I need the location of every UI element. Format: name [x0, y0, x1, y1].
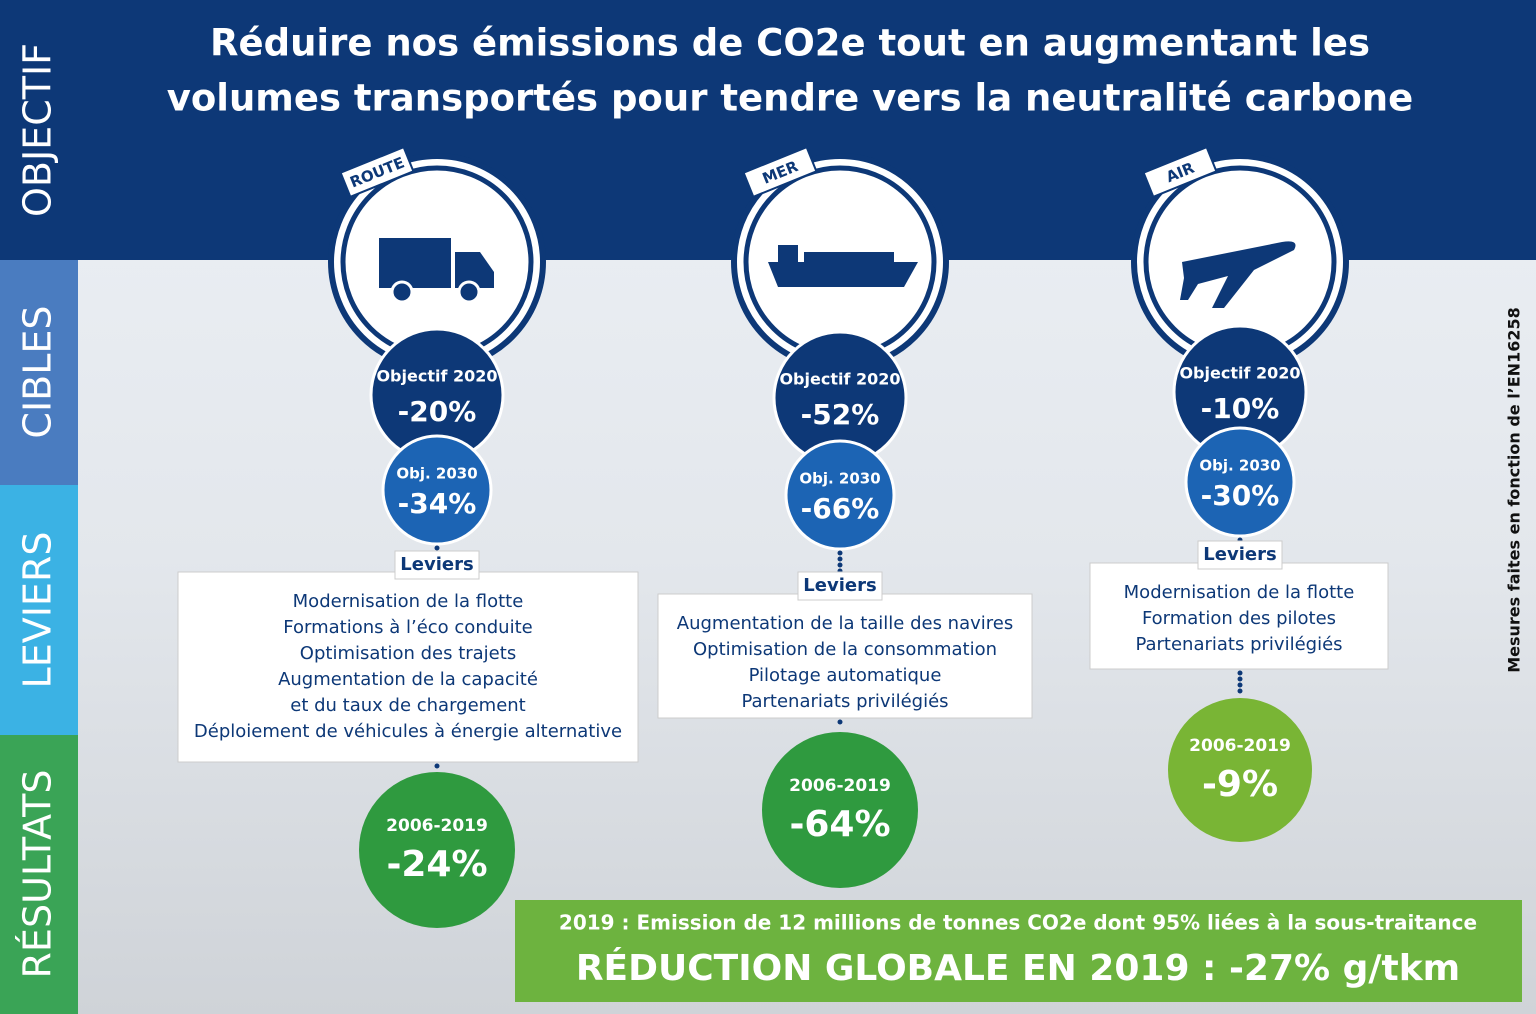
objective-2030-label: Obj. 2030: [799, 470, 880, 488]
levers-title: Leviers: [1203, 544, 1276, 565]
levers-title: Leviers: [803, 575, 876, 596]
lever: Augmentation de la capacité: [278, 669, 538, 690]
lever: Pilotage automatique: [749, 665, 942, 686]
result-period: 2006-2019: [386, 816, 488, 836]
connector-dot: [837, 550, 843, 556]
mode-tag-box: [339, 145, 415, 199]
levers-tag: [797, 571, 883, 601]
connector-dot: [837, 556, 843, 562]
connector-dot: [1237, 688, 1243, 694]
lever: Formations à l’éco conduite: [283, 617, 532, 638]
result-period: 2006-2019: [1189, 736, 1291, 756]
objective-2020-value: -10%: [1201, 392, 1280, 425]
footer-box: [515, 900, 1522, 1002]
result: [762, 732, 918, 888]
result: [359, 772, 515, 928]
objective-2030: [381, 434, 493, 546]
lever: Optimisation de la consommation: [693, 639, 997, 660]
objective-2030-value: -34%: [398, 487, 477, 520]
sidebar-label: RÉSULTATS: [16, 770, 60, 979]
lever: Optimisation des trajets: [300, 643, 516, 664]
icon-wheel: [457, 280, 481, 304]
icon-truck: [379, 238, 451, 288]
mode-tag: MER: [742, 145, 818, 199]
objective-2020-value: -52%: [801, 398, 880, 431]
objective-2030: [1184, 426, 1296, 538]
objective-2030-value: -66%: [801, 492, 880, 525]
sidebar-label: OBJECTIF: [16, 43, 60, 217]
note: Mesures faites en fonction de l’EN16258: [1505, 307, 1524, 673]
connector-dot: [1237, 682, 1243, 688]
footer-line: 2019 : Emission de 12 millions de tonnes…: [559, 911, 1477, 935]
objective-2030-label: Obj. 2030: [396, 465, 477, 483]
footer-headline: RÉDUCTION GLOBALE EN 2019 : -27% g/tkm: [576, 947, 1460, 989]
result-value: -64%: [789, 804, 890, 845]
result: [1168, 698, 1312, 842]
lever: Augmentation de la taille des navires: [677, 613, 1013, 634]
band-resultats: [0, 735, 78, 1014]
mode-tag-box: [1142, 145, 1218, 199]
lever: Déploiement de véhicules à énergie alter…: [194, 721, 622, 742]
band-cibles: [0, 260, 78, 485]
sidebar-label: CIBLES: [16, 305, 60, 438]
icon-ship: [778, 245, 798, 262]
objective-2030-label: Obj. 2030: [1199, 457, 1280, 475]
mode-tag: AIR: [1142, 145, 1218, 199]
title: volumes transportés pour tendre vers la …: [167, 77, 1414, 120]
levers-tag: [394, 550, 480, 580]
connector-dot: [837, 719, 843, 725]
sidebar-label: LEVIERS: [16, 532, 60, 689]
icon-truck: [455, 252, 494, 288]
objective-2020-label: Objectif 2020: [1179, 364, 1300, 383]
connector-dot: [434, 545, 440, 551]
objective-2020-label: Objectif 2020: [376, 367, 497, 386]
objective-2020-value: -20%: [398, 395, 477, 428]
lever: Modernisation de la flotte: [293, 591, 524, 612]
connector-dot: [1237, 676, 1243, 682]
levers-tag: [1197, 540, 1283, 570]
objective-2030-value: -30%: [1201, 479, 1280, 512]
objective-2020-label: Objectif 2020: [779, 370, 900, 389]
icon-plane: [1180, 241, 1296, 308]
lever: Modernisation de la flotte: [1124, 582, 1355, 603]
levers-box: [177, 571, 639, 763]
result-value: -24%: [386, 844, 487, 885]
icon-wheel: [390, 280, 414, 304]
band-objectif: [0, 0, 78, 260]
band-leviers: [0, 485, 78, 735]
lever: Partenariats privilégiés: [741, 691, 948, 712]
title: Réduire nos émissions de CO2e tout en au…: [210, 22, 1370, 65]
levers-box: [1089, 562, 1389, 670]
connector-dot: [1237, 670, 1243, 676]
result-value: -9%: [1202, 764, 1278, 805]
mode-tag-box: [742, 145, 818, 199]
lever: Partenariats privilégiés: [1135, 634, 1342, 655]
lever: et du taux de chargement: [290, 695, 526, 716]
icon-ship: [804, 252, 894, 262]
connector-dot: [837, 562, 843, 568]
connector-dot: [434, 763, 440, 769]
levers-title: Leviers: [400, 554, 473, 575]
result-period: 2006-2019: [789, 776, 891, 796]
lever: Formation des pilotes: [1142, 608, 1336, 629]
objective-2030: [784, 439, 896, 551]
icon-ship: [768, 262, 918, 287]
